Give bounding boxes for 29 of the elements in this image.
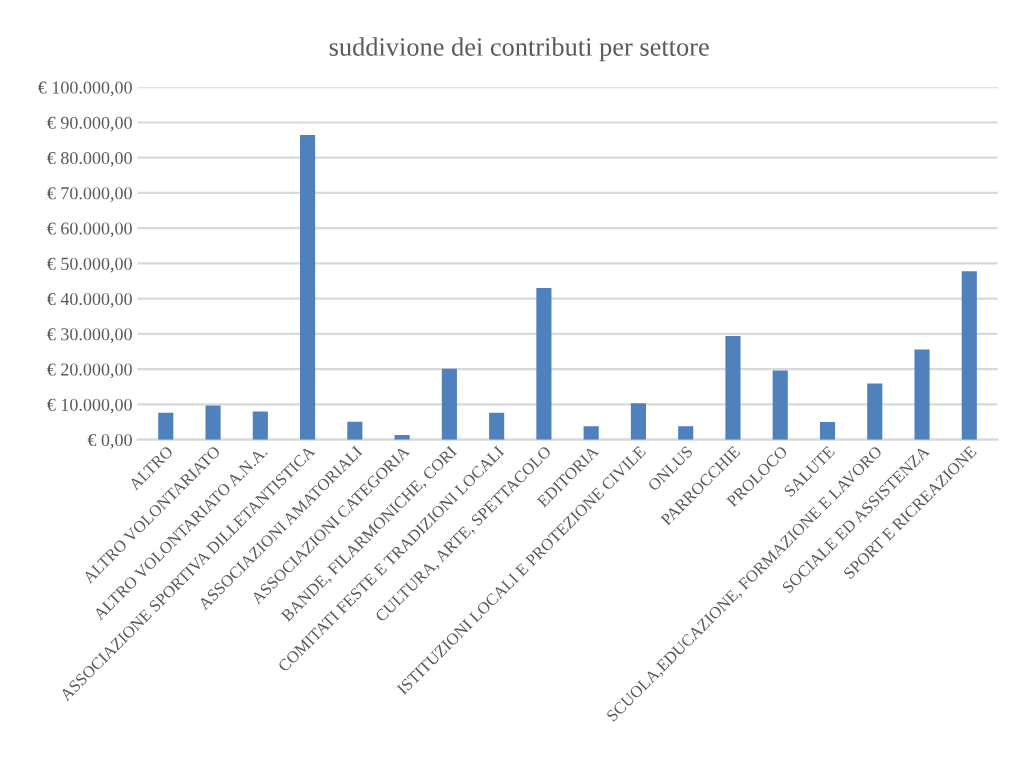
bar <box>583 426 599 440</box>
bar <box>725 336 741 440</box>
y-tick-label: € 60.000,00 <box>47 222 132 238</box>
y-tick-label: € 80.000,00 <box>47 151 132 167</box>
y-tick-label: € 40.000,00 <box>47 292 132 308</box>
bar <box>914 349 930 440</box>
y-tick-label: € 0,00 <box>87 433 132 449</box>
y-tick-label: € 10.000,00 <box>47 398 132 414</box>
bar <box>158 412 174 440</box>
bar <box>347 421 363 440</box>
bar <box>819 422 836 440</box>
chart-title: suddivione dei contributi per settore <box>329 37 709 62</box>
y-tick-label: € 20.000,00 <box>47 363 132 379</box>
bar <box>536 288 552 440</box>
bar <box>630 403 646 440</box>
bar <box>961 271 977 440</box>
bar <box>441 368 457 440</box>
y-tick-label: € 30.000,00 <box>47 328 132 343</box>
bar <box>772 370 788 440</box>
bar <box>300 135 316 440</box>
bar <box>678 426 694 440</box>
bar <box>867 383 883 440</box>
y-tick-label: € 90.000,00 <box>47 116 132 132</box>
y-tick-label: € 70.000,00 <box>47 187 132 202</box>
y-tick-label: € 100.000,00 <box>38 81 132 97</box>
y-tick-label: € 50.000,00 <box>47 257 132 273</box>
bar <box>252 411 268 440</box>
bar <box>205 405 221 440</box>
bar <box>489 412 505 440</box>
